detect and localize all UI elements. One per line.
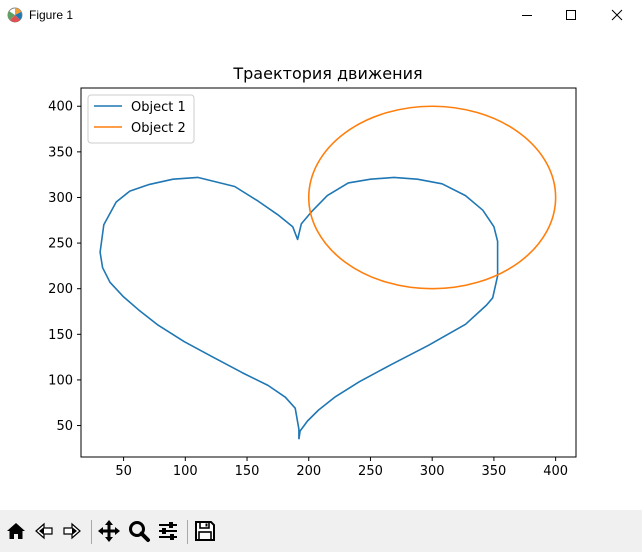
series-1-line	[99, 176, 499, 440]
back-arrow-icon	[35, 522, 53, 540]
toolbar-separator	[187, 520, 188, 544]
forward-button[interactable]	[59, 518, 85, 544]
y-tick-label: 250	[48, 237, 73, 252]
axes-frame	[80, 87, 577, 458]
chart-title: Траектория движения	[232, 64, 422, 83]
minimize-icon	[522, 15, 532, 16]
y-tick-label: 50	[56, 419, 73, 434]
legend: Object 1 Object 2	[87, 94, 195, 144]
home-icon	[7, 523, 25, 539]
zoom-icon	[129, 521, 150, 542]
title-bar[interactable]: Figure 1	[0, 0, 642, 30]
home-button[interactable]	[3, 518, 29, 544]
maximize-icon	[566, 10, 576, 20]
y-tick-label: 200	[48, 282, 73, 297]
back-button[interactable]	[31, 518, 57, 544]
configure-subplots-icon	[159, 522, 177, 540]
x-tick-label: 50	[115, 464, 132, 479]
trajectory-chart: Траектория движения 50 100 150 200 250 300 350…	[0, 30, 642, 508]
navigation-toolbar	[0, 510, 642, 552]
x-tick-label: 300	[420, 464, 445, 479]
legend-label-1: Object 1	[131, 100, 186, 115]
legend-box	[87, 94, 195, 144]
series-2-line	[307, 105, 557, 290]
x-tick-label: 250	[358, 464, 383, 479]
legend-label-2: Object 2	[131, 121, 186, 136]
zoom-button[interactable]	[126, 518, 152, 544]
x-tick-label: 200	[296, 464, 321, 479]
plot-series-group	[99, 105, 557, 440]
save-button[interactable]	[192, 518, 218, 544]
x-tick-label: 400	[543, 464, 568, 479]
figure-canvas[interactable]: Траектория движения 50 100 150 200 250 300 350…	[0, 30, 642, 508]
x-tick-label: 350	[481, 464, 506, 479]
close-icon	[611, 9, 623, 21]
window-title: Figure 1	[29, 8, 74, 22]
pan-icon	[98, 520, 120, 542]
maximize-button[interactable]	[548, 0, 594, 30]
minimize-button[interactable]	[504, 0, 550, 30]
save-icon	[195, 521, 215, 541]
matplotlib-app-icon	[6, 6, 24, 24]
y-tick-label: 150	[48, 328, 73, 343]
x-tick-label: 100	[173, 464, 198, 479]
close-button[interactable]	[594, 0, 640, 30]
axis-ticks-group: 50 100 150 200 250 300 350 400 50 100 150 200 250 300…	[48, 100, 568, 479]
x-tick-label: 150	[235, 464, 260, 479]
configure-subplots-button[interactable]	[155, 518, 181, 544]
y-tick-label: 350	[48, 145, 73, 160]
y-tick-label: 100	[48, 373, 73, 388]
pan-button[interactable]	[96, 518, 122, 544]
toolbar-separator	[91, 520, 92, 544]
forward-arrow-icon	[63, 522, 81, 540]
y-tick-label: 400	[48, 100, 73, 115]
y-tick-label: 300	[48, 191, 73, 206]
